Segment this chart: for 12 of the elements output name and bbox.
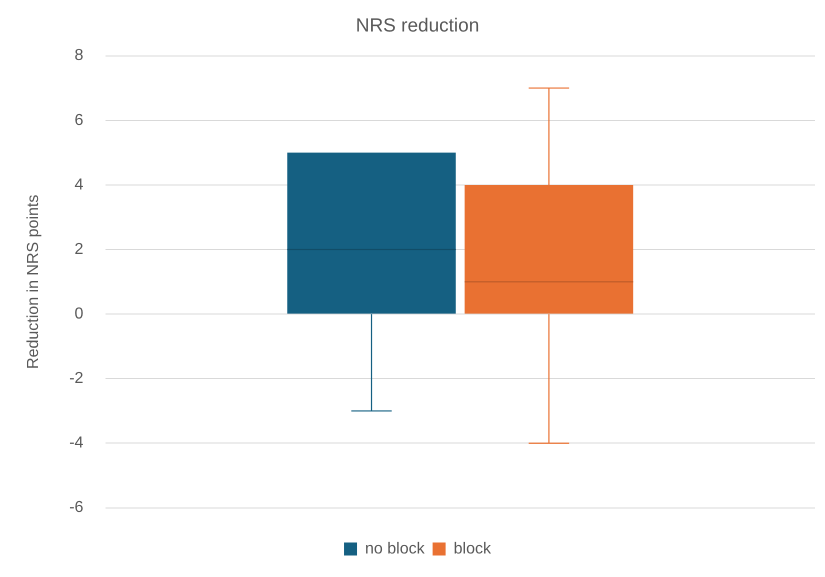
y-tick-label: -4 [69,434,84,452]
y-tick-label: -6 [69,499,84,516]
y-tick-label: -2 [69,370,84,388]
y-tick-label: 4 [74,176,84,194]
y-tick-label: 8 [74,47,84,64]
y-axis-title: Reduction in NRS points [25,194,42,369]
legend-label: no block [365,540,426,558]
y-tick-label: 2 [74,240,84,258]
legend-label: block [454,540,492,558]
y-tick-label: 0 [74,305,84,322]
chart-title: NRS reduction [356,16,480,37]
y-tick-label: 6 [74,112,84,129]
